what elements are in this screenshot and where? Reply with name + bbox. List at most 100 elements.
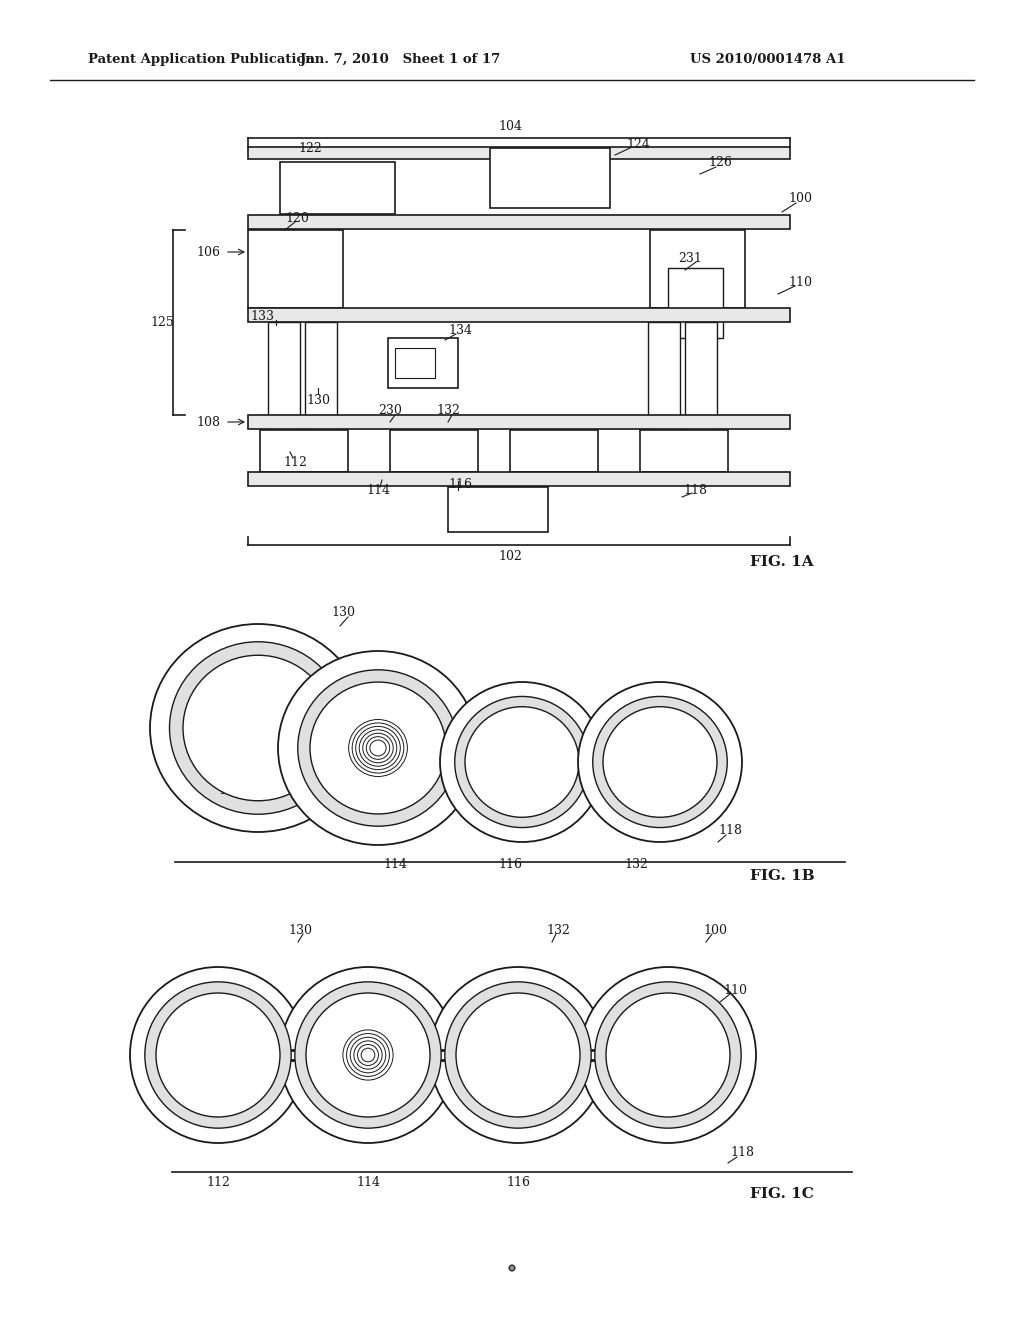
Bar (248, 147, 790, 158)
Bar (280, 162, 395, 214)
Text: 231: 231 (678, 252, 701, 264)
Ellipse shape (295, 982, 441, 1129)
Bar (248, 473, 790, 486)
Ellipse shape (310, 682, 446, 814)
Text: 132: 132 (546, 924, 570, 936)
Bar (390, 430, 478, 473)
Bar (395, 348, 435, 378)
Text: FIG. 1B: FIG. 1B (750, 869, 815, 883)
Text: 116: 116 (449, 478, 472, 491)
Text: 120: 120 (285, 211, 309, 224)
Bar (490, 148, 610, 209)
Text: 110: 110 (723, 983, 746, 997)
Ellipse shape (280, 968, 456, 1143)
Ellipse shape (440, 682, 604, 842)
Text: 114: 114 (366, 483, 390, 496)
Bar (640, 430, 728, 473)
Text: 125: 125 (151, 315, 174, 329)
Text: 126: 126 (708, 156, 732, 169)
Bar (260, 430, 348, 473)
Circle shape (654, 756, 666, 768)
Text: 112: 112 (283, 455, 307, 469)
Text: 132: 132 (436, 404, 460, 417)
Text: 118: 118 (718, 824, 742, 837)
Text: US 2010/0001478 A1: US 2010/0001478 A1 (690, 54, 846, 66)
Bar (650, 230, 745, 308)
Ellipse shape (593, 697, 727, 828)
Text: 132: 132 (624, 858, 648, 871)
Text: 108: 108 (196, 416, 220, 429)
Bar (388, 338, 458, 388)
Bar (668, 268, 723, 338)
Ellipse shape (430, 968, 606, 1143)
Text: 100: 100 (788, 191, 812, 205)
Ellipse shape (465, 706, 579, 817)
Ellipse shape (444, 982, 591, 1129)
Text: FIG. 1A: FIG. 1A (750, 554, 814, 569)
Circle shape (213, 1049, 223, 1060)
Ellipse shape (278, 651, 478, 845)
Text: 130: 130 (331, 606, 355, 619)
Text: Patent Application Publication: Patent Application Publication (88, 54, 314, 66)
Text: 104: 104 (498, 120, 522, 132)
Text: 130: 130 (306, 393, 330, 407)
Text: FIG. 1C: FIG. 1C (750, 1187, 814, 1201)
Ellipse shape (595, 982, 741, 1129)
Text: 100: 100 (703, 924, 727, 936)
Bar (648, 322, 680, 432)
Bar (510, 430, 598, 473)
Circle shape (364, 1051, 372, 1059)
Bar (239, 714, 278, 742)
Text: 112: 112 (206, 1176, 230, 1188)
Ellipse shape (578, 682, 742, 842)
Text: 116: 116 (498, 858, 522, 871)
Bar (305, 322, 337, 432)
Ellipse shape (603, 706, 717, 817)
Circle shape (253, 723, 263, 733)
Bar (200, 1041, 236, 1068)
Text: 133: 133 (250, 309, 274, 322)
Circle shape (374, 744, 382, 752)
Text: Jan. 7, 2010   Sheet 1 of 17: Jan. 7, 2010 Sheet 1 of 17 (300, 54, 500, 66)
Text: 112: 112 (218, 784, 242, 796)
Circle shape (512, 1049, 524, 1061)
Circle shape (516, 756, 528, 768)
Ellipse shape (183, 655, 333, 801)
Bar (362, 737, 393, 759)
Circle shape (509, 1265, 515, 1271)
Text: 116: 116 (506, 1176, 530, 1188)
Ellipse shape (456, 993, 580, 1117)
Ellipse shape (130, 968, 306, 1143)
Text: 122: 122 (298, 141, 322, 154)
Circle shape (662, 1049, 674, 1061)
Bar (248, 230, 343, 308)
Ellipse shape (455, 697, 589, 828)
Ellipse shape (606, 993, 730, 1117)
Bar (248, 308, 790, 322)
Text: 106: 106 (196, 246, 220, 259)
Ellipse shape (170, 642, 346, 814)
Bar (685, 322, 717, 432)
Text: 100: 100 (188, 704, 212, 717)
Text: 114: 114 (356, 1176, 380, 1188)
Text: 118: 118 (730, 1146, 754, 1159)
Text: 124: 124 (626, 139, 650, 152)
Bar (449, 487, 548, 532)
Text: 130: 130 (288, 924, 312, 936)
Text: 110: 110 (698, 754, 722, 767)
Bar (248, 215, 790, 228)
Ellipse shape (306, 993, 430, 1117)
Text: 230: 230 (378, 404, 402, 417)
Text: 133: 133 (343, 801, 367, 814)
Ellipse shape (144, 982, 291, 1129)
Text: 114: 114 (383, 858, 407, 871)
Text: 110: 110 (788, 276, 812, 289)
Bar (248, 414, 790, 429)
Ellipse shape (298, 669, 459, 826)
Text: 102: 102 (498, 550, 522, 564)
Ellipse shape (580, 968, 756, 1143)
Text: 118: 118 (683, 483, 707, 496)
Ellipse shape (150, 624, 366, 832)
Bar (268, 322, 300, 432)
Bar (354, 1045, 382, 1065)
